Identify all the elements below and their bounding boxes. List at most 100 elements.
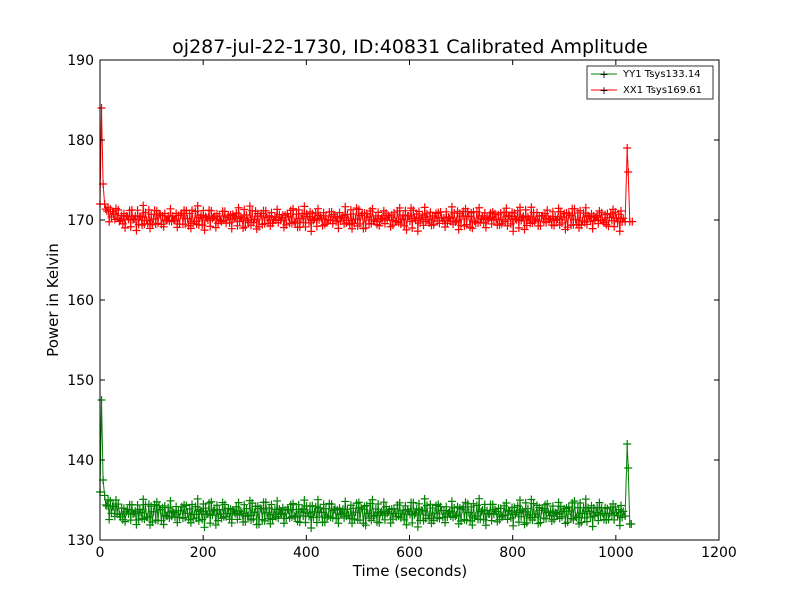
data-point-marker [610, 515, 619, 524]
data-point-marker [233, 515, 242, 524]
data-point-marker [624, 168, 633, 176]
data-point-marker [332, 217, 341, 226]
data-point-marker [597, 208, 606, 217]
data-point-marker [481, 521, 490, 530]
data-point-marker [503, 515, 512, 524]
data-point-marker [315, 512, 324, 521]
data-point-marker [208, 511, 217, 520]
data-point-marker [447, 202, 456, 211]
data-point-marker [147, 210, 156, 219]
data-point-marker [615, 521, 624, 530]
data-point-marker [291, 218, 300, 227]
data-point-marker [273, 205, 282, 214]
data-point-marker [351, 215, 360, 224]
data-point-marker [468, 521, 477, 530]
data-point-marker [289, 204, 298, 213]
data-point-marker [307, 227, 316, 236]
data-point-marker [338, 211, 347, 220]
data-point-marker [408, 518, 417, 527]
data-point-marker [627, 520, 636, 528]
data-point-marker [505, 212, 514, 221]
data-point-marker [512, 215, 521, 224]
data-point-marker [337, 509, 346, 518]
data-point-marker [284, 506, 293, 515]
data-point-marker [207, 497, 216, 506]
legend-label-xx1: XX1 Tsys169.61 [623, 85, 702, 96]
legend: + YY1 Tsys133.14 + XX1 Tsys169.61 [586, 65, 714, 100]
data-point-marker [234, 498, 243, 507]
data-point-marker [176, 211, 185, 220]
data-point-marker [563, 223, 572, 232]
data-point-marker [379, 498, 388, 507]
data-point-marker [418, 211, 427, 220]
data-point-marker [100, 491, 109, 500]
data-point-marker [313, 204, 322, 213]
data-point-marker [395, 498, 404, 507]
data-point-marker [311, 208, 320, 217]
data-point-marker [257, 504, 266, 513]
data-point-marker [623, 440, 632, 448]
data-point-marker [468, 224, 477, 233]
data-point-marker [476, 218, 485, 227]
data-point-marker [183, 214, 192, 223]
data-point-marker [317, 214, 326, 223]
data-point-marker [335, 504, 344, 513]
data-point-marker [422, 209, 431, 218]
data-point-marker [589, 504, 598, 513]
data-point-marker [412, 504, 421, 513]
data-point-marker [135, 212, 144, 221]
data-point-marker [159, 520, 168, 529]
data-point-marker [402, 520, 411, 529]
data-point-marker [152, 497, 161, 506]
data-point-marker [401, 206, 410, 215]
data-point-marker [559, 212, 568, 221]
data-point-marker [321, 211, 330, 220]
data-point-marker [593, 211, 602, 220]
data-point-marker [313, 495, 322, 504]
data-point-marker [109, 209, 118, 218]
data-point-marker [557, 512, 566, 521]
data-point-marker [134, 515, 143, 524]
data-point-marker [262, 508, 271, 517]
data-point-marker [531, 510, 540, 519]
data-point-marker [327, 500, 336, 509]
data-point-marker [215, 505, 224, 514]
data-point-marker [230, 507, 239, 516]
data-point-marker [139, 201, 148, 210]
data-point-marker [472, 501, 481, 510]
data-point-marker [430, 509, 439, 518]
data-point-marker [303, 212, 312, 221]
data-point-marker [607, 216, 616, 225]
data-point-marker [254, 520, 263, 529]
data-point-marker [148, 518, 157, 527]
data-point-marker [105, 217, 114, 226]
data-point-marker [614, 505, 623, 514]
data-point-marker [227, 224, 236, 233]
data-point-marker [195, 505, 204, 514]
data-point-marker [375, 518, 384, 527]
data-point-marker [261, 498, 270, 507]
data-point-marker [565, 507, 574, 516]
data-point-marker [197, 211, 206, 220]
data-point-marker [191, 502, 200, 511]
data-point-marker [487, 516, 496, 525]
data-point-marker [378, 511, 387, 520]
data-point-marker [244, 511, 253, 520]
data-point-marker [586, 217, 595, 226]
data-point-marker [121, 517, 130, 526]
data-point-marker [603, 504, 612, 513]
data-point-marker [354, 498, 363, 507]
y-tick-label: 140 [67, 453, 94, 469]
data-point-marker [200, 523, 209, 532]
data-point-marker [282, 220, 291, 229]
data-point-marker [424, 511, 433, 520]
data-point-marker [409, 498, 418, 507]
data-point-marker [264, 514, 273, 523]
data-point-marker [472, 207, 481, 216]
data-point-marker [611, 208, 620, 217]
data-point-marker [444, 213, 453, 222]
data-point-marker [136, 212, 145, 221]
data-point-marker [484, 215, 493, 224]
data-point-marker [577, 518, 586, 527]
data-point-marker [506, 513, 515, 522]
